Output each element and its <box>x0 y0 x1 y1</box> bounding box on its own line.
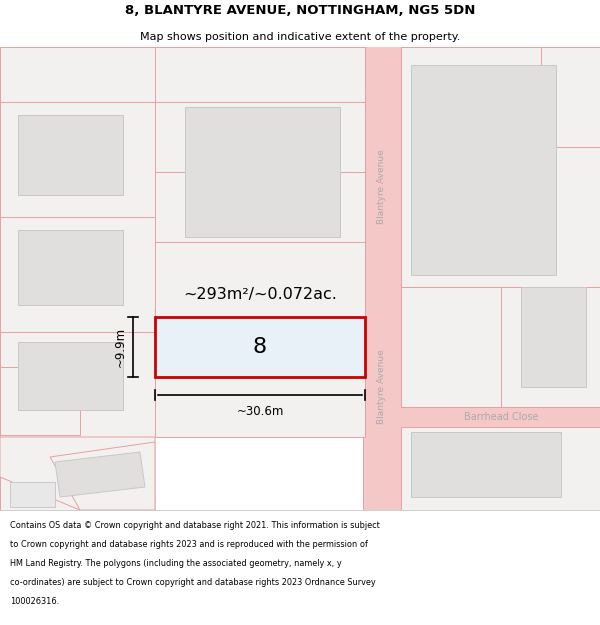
Bar <box>401 407 600 510</box>
Bar <box>155 47 365 102</box>
Bar <box>363 47 401 510</box>
Text: 100026316.: 100026316. <box>10 598 59 606</box>
Bar <box>185 107 340 237</box>
Bar <box>401 47 600 287</box>
Text: Blantyre Avenue: Blantyre Avenue <box>377 149 386 224</box>
Text: Barrhead Close: Barrhead Close <box>464 412 538 422</box>
Bar <box>401 407 600 427</box>
Text: HM Land Registry. The polygons (including the associated geometry, namely x, y: HM Land Registry. The polygons (includin… <box>10 559 342 569</box>
Bar <box>0 367 80 435</box>
Text: Blantyre Avenue: Blantyre Avenue <box>377 349 386 424</box>
Text: ~30.6m: ~30.6m <box>236 405 284 418</box>
Text: ~9.9m: ~9.9m <box>114 327 127 367</box>
Bar <box>0 332 155 437</box>
Bar <box>155 332 365 437</box>
Bar <box>10 482 55 507</box>
Text: to Crown copyright and database rights 2023 and is reproduced with the permissio: to Crown copyright and database rights 2… <box>10 541 368 549</box>
Bar <box>0 47 155 102</box>
Bar <box>0 217 155 332</box>
Bar <box>18 115 123 195</box>
Text: 8: 8 <box>253 337 267 357</box>
Bar <box>411 432 561 497</box>
Polygon shape <box>0 437 155 510</box>
Bar <box>411 65 556 275</box>
Bar <box>155 102 365 172</box>
Bar <box>155 242 365 332</box>
Polygon shape <box>50 442 155 510</box>
Bar <box>18 342 123 410</box>
Bar <box>541 47 600 147</box>
Text: Map shows position and indicative extent of the property.: Map shows position and indicative extent… <box>140 32 460 42</box>
Bar <box>521 287 586 387</box>
Bar <box>155 172 365 242</box>
Bar <box>0 102 155 217</box>
Text: 8, BLANTYRE AVENUE, NOTTINGHAM, NG5 5DN: 8, BLANTYRE AVENUE, NOTTINGHAM, NG5 5DN <box>125 4 475 17</box>
Bar <box>401 287 600 407</box>
Bar <box>501 287 600 407</box>
Text: Contains OS data © Crown copyright and database right 2021. This information is : Contains OS data © Crown copyright and d… <box>10 521 380 531</box>
Bar <box>18 230 123 305</box>
Bar <box>0 437 100 510</box>
Polygon shape <box>55 452 145 497</box>
Text: co-ordinates) are subject to Crown copyright and database rights 2023 Ordnance S: co-ordinates) are subject to Crown copyr… <box>10 578 376 587</box>
Text: ~293m²/~0.072ac.: ~293m²/~0.072ac. <box>183 288 337 302</box>
Bar <box>155 317 365 377</box>
